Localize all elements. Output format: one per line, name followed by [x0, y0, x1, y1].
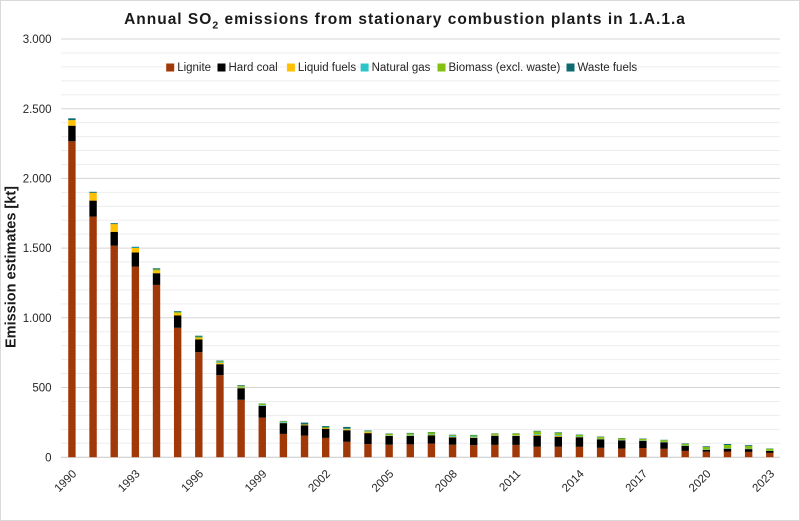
svg-text:Biomass (excl. waste): Biomass (excl. waste)	[449, 62, 561, 74]
svg-text:500: 500	[32, 383, 51, 395]
svg-text:Liquid fuels: Liquid fuels	[298, 62, 356, 74]
svg-text:1.500: 1.500	[23, 243, 52, 255]
svg-text:3.000: 3.000	[23, 34, 52, 46]
svg-text:Waste fuels: Waste fuels	[578, 62, 638, 74]
svg-text:0: 0	[45, 452, 51, 464]
svg-text:Natural gas: Natural gas	[372, 62, 431, 74]
svg-text:Lignite: Lignite	[177, 62, 211, 74]
svg-text:2.000: 2.000	[23, 174, 52, 186]
svg-text:2.500: 2.500	[23, 104, 52, 116]
svg-text:Annual SO2 emissions from stat: Annual SO2 emissions from stationary com…	[124, 11, 686, 32]
svg-text:1.000: 1.000	[23, 313, 52, 325]
svg-text:Hard coal: Hard coal	[229, 62, 278, 74]
svg-text:Emission estimates [kt]: Emission estimates [kt]	[3, 186, 19, 348]
